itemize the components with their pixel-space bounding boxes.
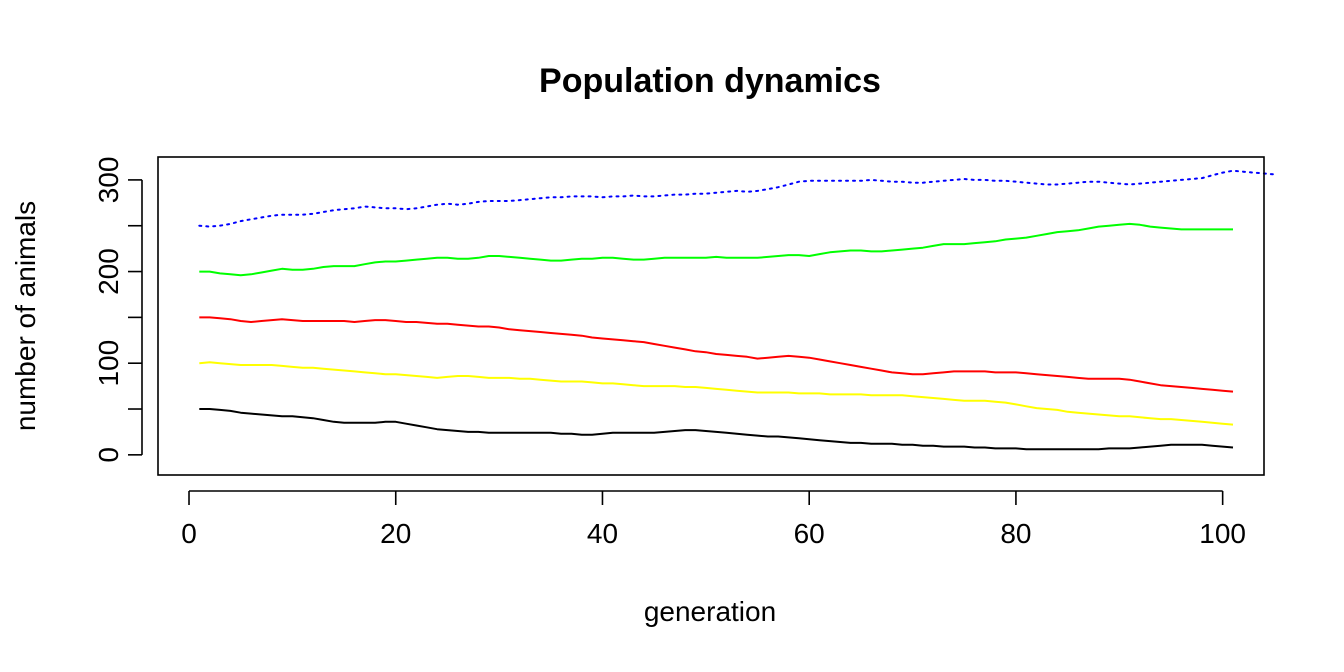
y-axis: 0 100 200 300	[93, 157, 143, 463]
x-tick-label: 40	[587, 518, 618, 549]
x-tick-label: 100	[1199, 518, 1246, 549]
x-tick-label: 60	[794, 518, 825, 549]
series-line-4	[199, 361, 1234, 426]
series-line-1	[198, 169, 1276, 228]
x-tick-label: 20	[380, 518, 411, 549]
x-tick-label: 0	[181, 518, 197, 549]
series-layer	[198, 169, 1276, 451]
y-tick-label: 100	[93, 340, 124, 387]
series-line-5	[199, 408, 1234, 451]
series-line-3	[199, 316, 1234, 393]
plot-frame	[157, 156, 1265, 476]
y-tick-label: 0	[93, 447, 124, 463]
y-tick-label: 300	[93, 157, 124, 204]
chart-title: Population dynamics	[539, 62, 881, 100]
x-axis-label: generation	[644, 596, 776, 627]
series-line-2	[199, 222, 1233, 277]
x-tick-label: 80	[1000, 518, 1031, 549]
x-axis: 0 20 40 60 80 100	[181, 490, 1246, 549]
y-tick-label: 200	[93, 248, 124, 295]
y-axis-label: number of animals	[10, 201, 41, 431]
